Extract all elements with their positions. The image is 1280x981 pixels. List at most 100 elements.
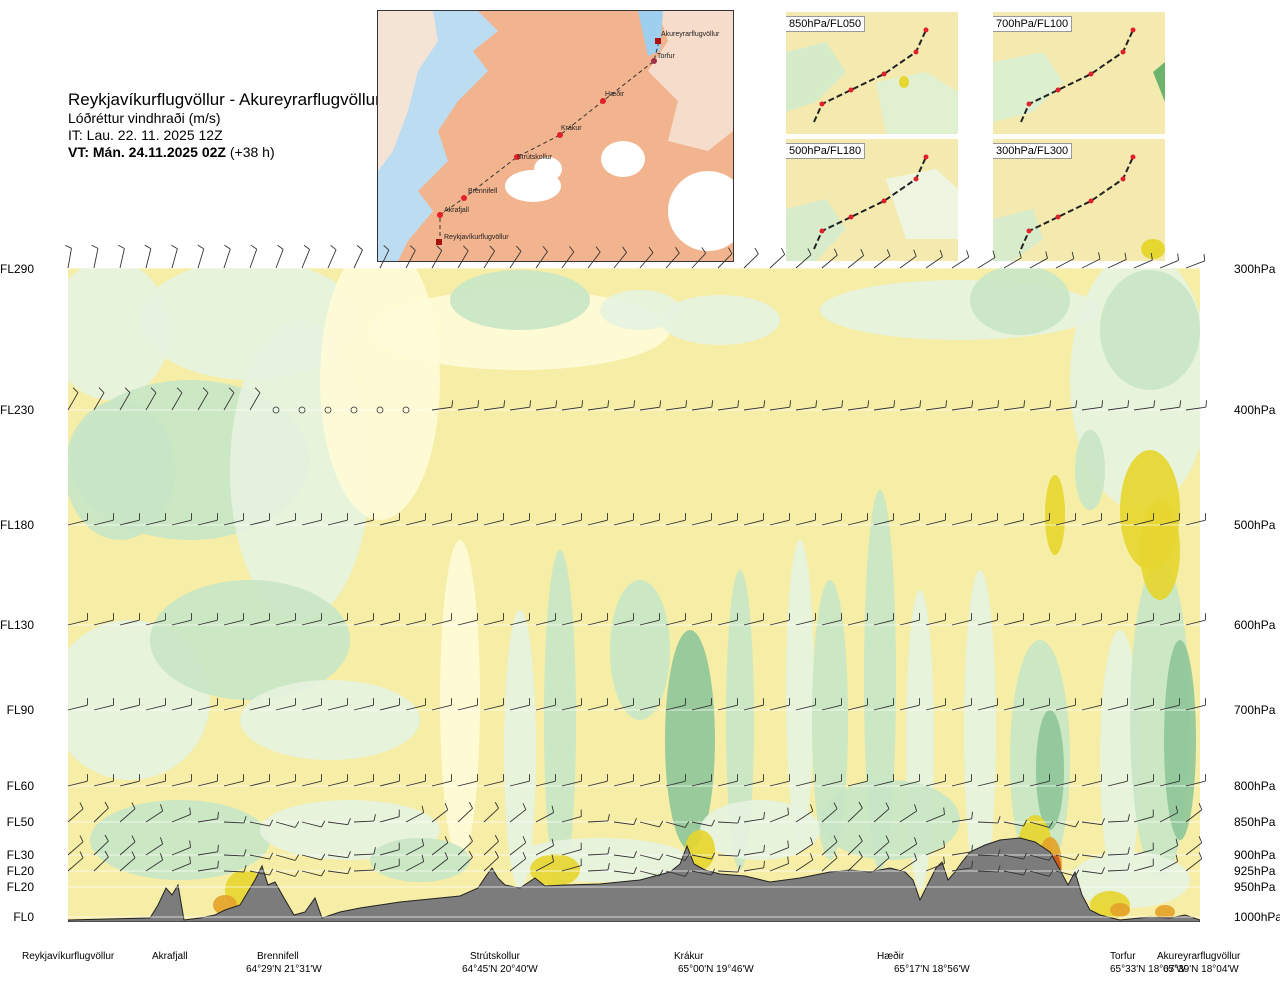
barb-8-13 (405, 854, 425, 872)
barb-8-35 (977, 865, 1001, 873)
barb-4-18 (535, 698, 556, 711)
level-left-6: FL50 (6, 815, 34, 829)
barb-5-40 (1107, 774, 1128, 787)
field-blob-42 (1140, 500, 1180, 600)
barb-7-22 (639, 853, 664, 861)
barb-3-15 (457, 613, 478, 626)
barb-7-4 (171, 840, 191, 856)
barb-7-39 (1081, 851, 1105, 859)
barb-1-17 (509, 400, 532, 411)
map-marker-krakur (557, 132, 563, 138)
level-left-8: FL20 (6, 864, 34, 878)
barb-1-1 (93, 387, 105, 411)
mini-map-850-svg (786, 12, 958, 134)
barb-1-29 (821, 400, 844, 411)
route-map: Reykjavíkurflugvöllur Akrafjall Brennife… (377, 10, 734, 262)
barb-7-21 (613, 851, 637, 859)
barb-2-25 (717, 513, 738, 526)
valid-time-offset: (+38 h) (225, 144, 275, 160)
barb-5-41 (1133, 774, 1154, 787)
level-right-1: 400hPa (1234, 403, 1276, 417)
barb-5-42 (1159, 774, 1180, 787)
barb-5-11 (353, 774, 374, 787)
barb-5-39 (1081, 774, 1102, 787)
barb-4-28 (795, 698, 816, 711)
barb-3-42 (1159, 613, 1180, 626)
barb-1-24 (691, 400, 714, 411)
barb-5-34 (951, 774, 972, 787)
barb-4-29 (821, 698, 842, 711)
barb-4-8 (275, 698, 296, 711)
mini-map-300-label: 300hPa/FL300 (993, 143, 1073, 159)
barb-6-42 (1159, 805, 1179, 823)
barb-7-36 (1003, 852, 1028, 860)
barb-6-5 (197, 811, 219, 823)
barb-7-17 (509, 836, 527, 856)
barb-2-39 (1081, 513, 1102, 526)
barb-7-23 (665, 854, 690, 861)
field-blob-27 (906, 590, 934, 890)
barb-4-7 (249, 698, 270, 711)
barb-5-16 (483, 774, 504, 787)
barb-3-11 (353, 613, 374, 626)
barb-8-34 (951, 860, 973, 872)
barb-6-19 (561, 809, 582, 823)
barb-6-22 (639, 820, 664, 828)
barb-2-23 (665, 513, 686, 526)
barb-7-24 (691, 852, 716, 860)
barb-calm-1-12 (376, 406, 384, 414)
barb-6-33 (925, 807, 945, 823)
map-marker-reykjavik (436, 239, 442, 245)
barb-7-6 (223, 849, 247, 857)
barb-0-9 (301, 244, 311, 269)
barb-3-38 (1055, 613, 1076, 626)
barb-7-42 (1159, 838, 1179, 856)
barb-7-38 (1055, 853, 1080, 861)
barb-0-3 (144, 244, 152, 269)
mini-map-300: 300hPa/FL300 (992, 138, 1166, 262)
barb-5-33 (925, 774, 946, 787)
barb-1-5 (197, 387, 209, 411)
barb-2-11 (353, 513, 374, 526)
barb-7-34 (951, 844, 973, 856)
barb-3-14 (431, 613, 452, 626)
barb-2-24 (691, 513, 712, 526)
barb-5-7 (249, 774, 270, 787)
field-blob-23 (726, 570, 754, 870)
barb-6-29 (821, 802, 838, 823)
map-marker-akureyri (655, 38, 661, 44)
barb-5-8 (275, 774, 296, 787)
location-name-6: Torfur (1110, 951, 1136, 962)
barb-4-31 (873, 698, 894, 711)
barb-8-30 (847, 850, 863, 872)
barb-1-4 (171, 387, 183, 411)
barb-5-5 (197, 774, 218, 787)
barb-6-35 (977, 816, 1001, 824)
barb-1-6 (223, 387, 235, 411)
mini-map-850-label: 850hPa/FL050 (786, 16, 866, 32)
barb-6-17 (509, 803, 527, 823)
barb-2-22 (639, 513, 660, 526)
barb-1-14 (431, 400, 454, 411)
barb-2-3 (145, 513, 166, 526)
barb-6-25 (717, 816, 741, 824)
barb-0-4 (171, 244, 178, 269)
barb-8-9 (301, 869, 326, 877)
mini-map-700-svg (993, 12, 1165, 134)
barb-2-19 (561, 513, 582, 526)
barb-7-28 (795, 837, 814, 856)
barb-8-19 (561, 858, 582, 872)
barb-5-28 (795, 774, 816, 787)
level-right-6: 850hPa (1234, 815, 1276, 829)
barb-4-17 (509, 698, 530, 711)
location-name-7: Akureyrarflugvöllur (1157, 951, 1241, 962)
barb-1-18 (535, 400, 558, 411)
field-blob-39 (820, 780, 960, 860)
barb-5-3 (145, 774, 166, 787)
barb-2-33 (925, 513, 946, 526)
barb-8-10 (327, 867, 351, 875)
barb-0-27 (769, 248, 786, 269)
barb-3-26 (743, 613, 764, 626)
field-blob-1 (70, 380, 310, 540)
barb-1-38 (1055, 400, 1078, 411)
